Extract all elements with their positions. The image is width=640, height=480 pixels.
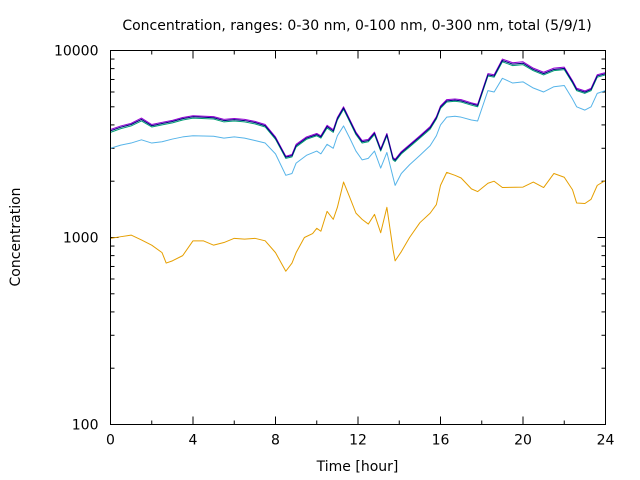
chart-title: Concentration, ranges: 0-30 nm, 0-100 nm… [122, 18, 591, 34]
x-tick-label: 4 [189, 433, 198, 449]
x-tick-label: 8 [271, 433, 280, 449]
x-tick-label: 12 [349, 433, 367, 449]
series-line-3 [110, 61, 606, 162]
y-tick-label: 100 [72, 418, 99, 434]
x-tick-label: 16 [432, 433, 450, 449]
x-tick-label: 0 [106, 433, 115, 449]
series-line-4 [110, 58, 606, 160]
y-tick-label: 10000 [54, 44, 99, 60]
y-axis-label: Concentration [8, 187, 24, 286]
x-tick-label: 20 [514, 433, 532, 449]
series-line-1 [110, 171, 606, 272]
minor-ticks [110, 50, 606, 425]
series-line-2 [110, 77, 606, 186]
series-line-5 [110, 59, 606, 161]
x-tick-label: 24 [597, 433, 615, 449]
x-axis-label: Time [hour] [316, 459, 399, 475]
plot-frame [110, 50, 606, 425]
series-layer [110, 58, 606, 272]
x-tick-labels: 0 4 8 12 16 20 24 [106, 433, 614, 449]
major-ticks [110, 50, 606, 425]
y-tick-labels: 100 1000 10000 [54, 44, 99, 434]
y-tick-label: 1000 [63, 231, 99, 247]
